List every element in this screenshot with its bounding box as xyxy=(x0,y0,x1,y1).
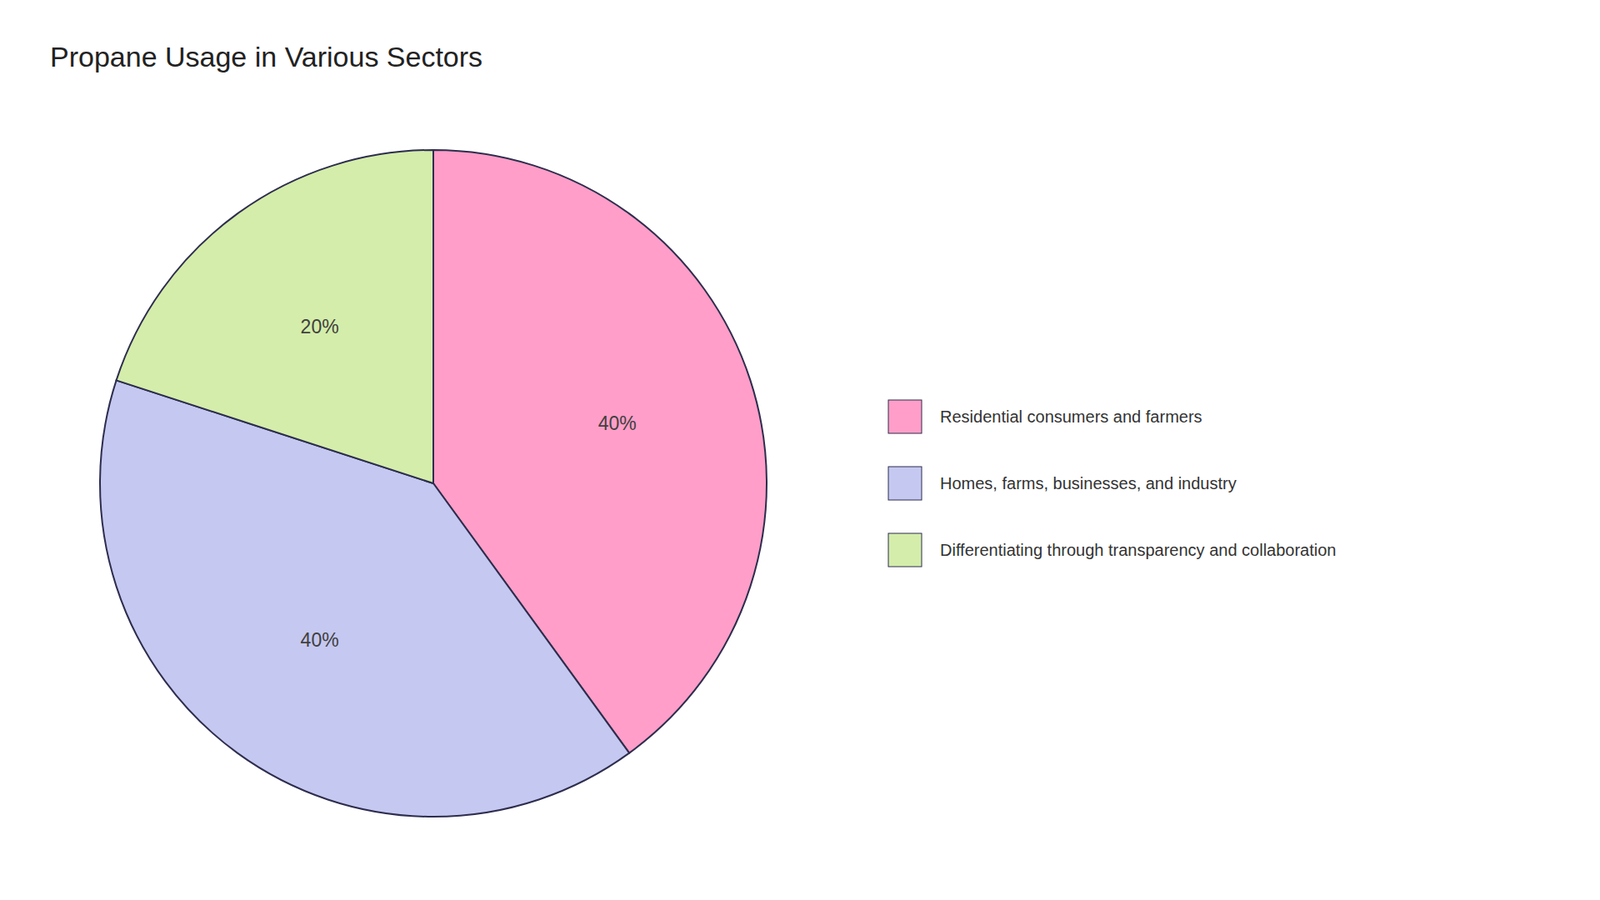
data-labels: 40% 40% 20% xyxy=(300,315,637,650)
title: Propane Usage in Various Sectors xyxy=(50,40,483,73)
chart: Propane Usage in Various Sectors 40% 40% 20… xyxy=(0,0,1600,900)
legend-item: Differentiating through transparency and… xyxy=(888,533,1337,567)
legend-label: Residential consumers and farmers xyxy=(940,407,1203,426)
legend: Residential consumers and farmers Homes, … xyxy=(888,400,1337,567)
data-label: 40% xyxy=(598,412,637,435)
legend-swatch xyxy=(888,533,922,567)
legend-swatch xyxy=(888,400,922,434)
slice xyxy=(116,150,434,484)
data-label: 20% xyxy=(300,315,340,338)
legend-label: Differentiating through transparency and… xyxy=(940,540,1337,560)
pie xyxy=(100,150,767,817)
legend-swatch xyxy=(888,466,922,500)
legend-item: Residential consumers and farmers xyxy=(888,400,1203,434)
data-label: 40% xyxy=(300,629,340,651)
legend-item: Homes, farms, businesses, and industry xyxy=(888,466,1237,500)
legend-label: Homes, farms, businesses, and industry xyxy=(940,474,1237,493)
